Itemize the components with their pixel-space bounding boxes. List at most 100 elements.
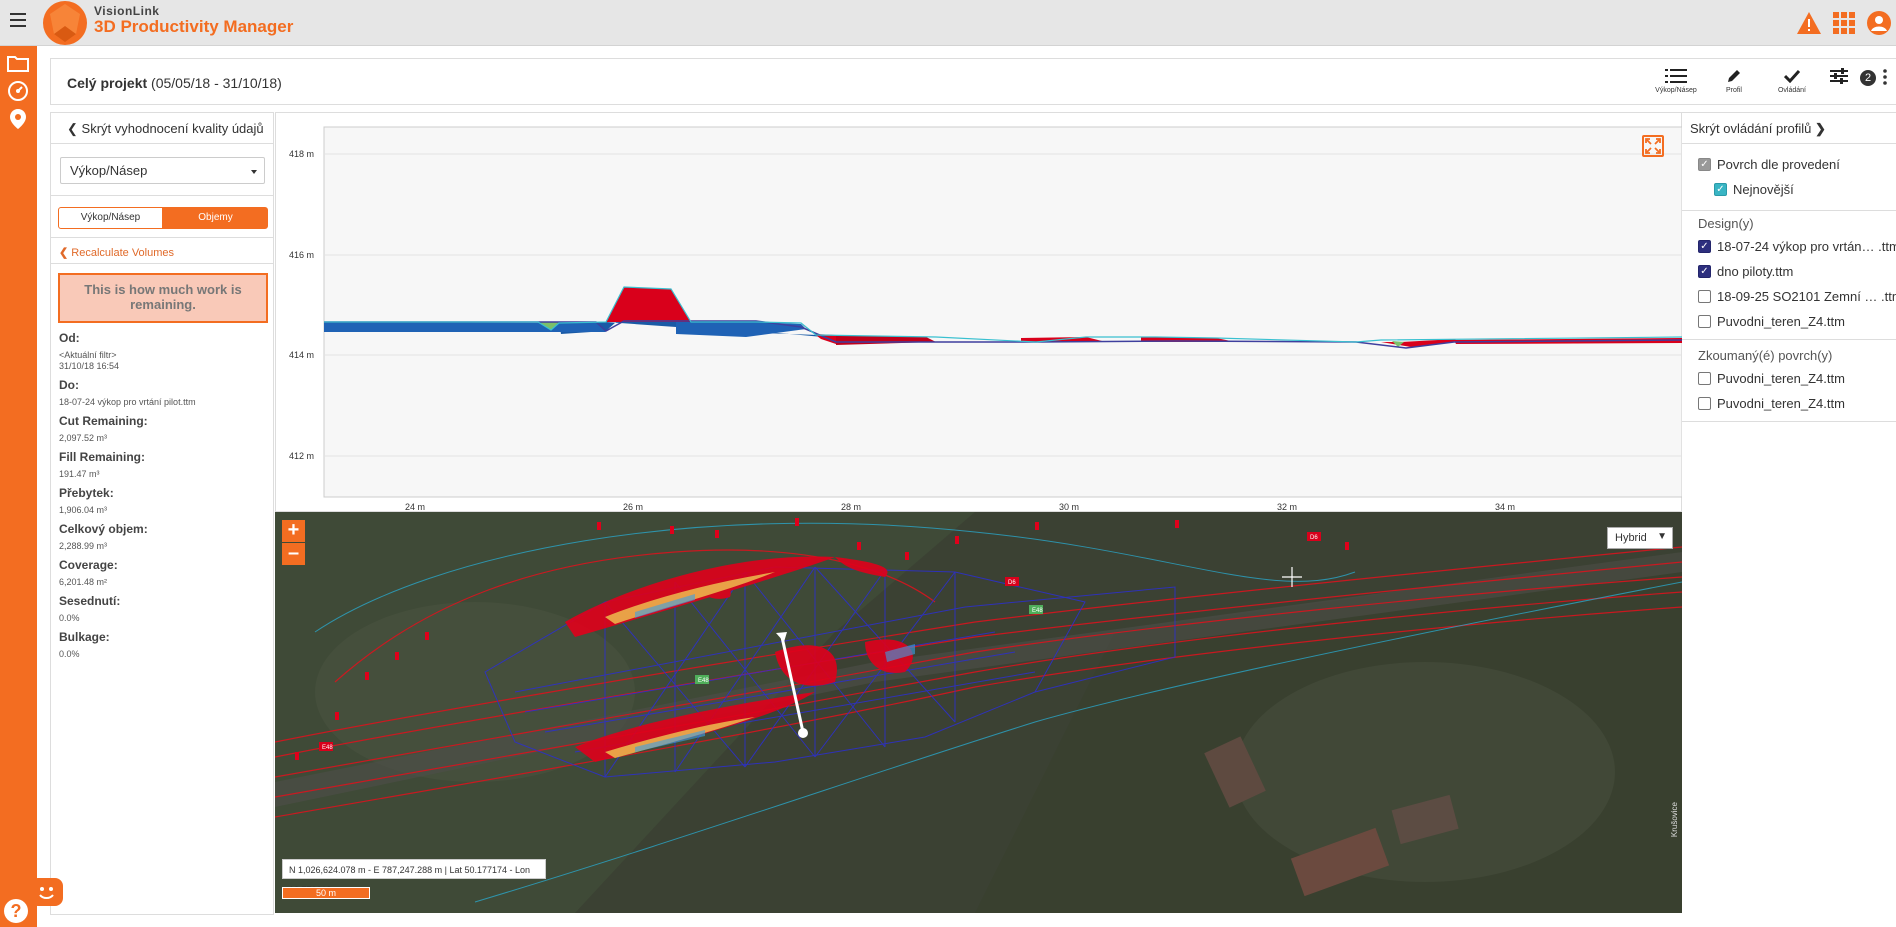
zoom-in-button[interactable]: + (282, 520, 305, 542)
filter-count-badge[interactable]: 2 (1860, 70, 1876, 86)
stat-label-surplus: Přebytek: (59, 486, 114, 500)
stat-value-to: 18-07-24 výkop pro vrtání pilot.ttm (59, 397, 196, 407)
x-tick-label: 32 m (1277, 502, 1297, 512)
user-icon[interactable] (1866, 10, 1892, 36)
cut-region (606, 287, 691, 322)
design-row[interactable]: Puvodni_teren_Z4.ttm (1698, 314, 1845, 329)
stat-label-to: Do: (59, 378, 79, 392)
y-tick-label: 412 m (289, 451, 314, 461)
design-checkbox[interactable] (1698, 315, 1711, 328)
hide-profile-controls-label: Skrýt ovládání profilů (1690, 121, 1812, 136)
design-label: 18-09-25 SO2101 Zemní … .ttm (1717, 289, 1896, 304)
project-header: Celý projekt (05/05/18 - 31/10/18) Výkop… (50, 58, 1896, 105)
profile-start-handle[interactable] (776, 632, 787, 642)
design-checkbox[interactable] (1698, 290, 1711, 303)
volumes-tab[interactable]: Objemy (163, 207, 268, 229)
view-toggle: Výkop/Násep Objemy (58, 207, 268, 229)
stat-value-fill: 191.47 m³ (59, 469, 100, 479)
x-tick-label: 28 m (841, 502, 861, 512)
sliders-icon (1824, 65, 1854, 87)
stat-value-cut: 2,097.52 m³ (59, 433, 108, 443)
more-vertical-icon[interactable] (1882, 69, 1896, 90)
alert-icon[interactable] (1796, 11, 1822, 35)
profile-tool-label: Profil (1726, 87, 1742, 94)
profile-line[interactable] (780, 636, 805, 733)
x-tick-label: 24 m (405, 502, 425, 512)
list-icon (1650, 65, 1702, 87)
road-tag: E48 (1032, 608, 1043, 614)
hide-quality-label: Skrýt vyhodnocení kvality údajů (81, 121, 264, 136)
chevron-left-icon: ❮ (67, 121, 78, 136)
map-canvas: D6 E48 E48 D6 E48 (275, 512, 1682, 913)
pencil-icon (1708, 65, 1760, 87)
hide-profile-controls-button[interactable]: Skrýt ovládání profilů ❯ (1690, 121, 1826, 137)
location-pin-icon[interactable] (4, 106, 32, 132)
brand-top: VisionLink (94, 4, 160, 18)
fill-region (538, 322, 559, 330)
profile-end-handle[interactable] (798, 728, 808, 738)
hide-quality-button[interactable]: ❮ Skrýt vyhodnocení kvality údajů (67, 121, 264, 137)
assistant-chat-button[interactable] (30, 878, 63, 906)
dashboard-icon[interactable] (4, 78, 32, 104)
latest-checkbox-row[interactable]: ✓ Nejnovější (1714, 182, 1794, 197)
surface-checkbox[interactable] (1698, 397, 1711, 410)
design-row[interactable]: ✓ dno piloty.ttm (1698, 264, 1793, 279)
select-value: Výkop/Násep (70, 163, 148, 178)
expand-chart-button[interactable] (1642, 135, 1664, 157)
display-mode-select[interactable]: Výkop/Násep (60, 157, 265, 184)
top-bar: VisionLink 3D Productivity Manager (0, 0, 1896, 46)
map-view[interactable]: D6 E48 E48 D6 E48 + – Hybrid ▼ N 1,026,6… (275, 512, 1682, 913)
x-tick-label: 34 m (1495, 502, 1515, 512)
design-row[interactable]: 18-09-25 SO2101 Zemní … .ttm (1698, 289, 1896, 304)
divider (51, 237, 273, 238)
map-scale-bar: 50 m (282, 887, 370, 899)
stat-value-total: 2,288.99 m³ (59, 541, 108, 551)
divider (51, 143, 273, 144)
divider (1682, 210, 1896, 211)
profile-tool-button[interactable]: Profil (1708, 65, 1760, 94)
as-built-label: Povrch dle provedení (1717, 157, 1840, 172)
stat-label-total: Celkový objem: (59, 522, 148, 536)
design-checkbox[interactable]: ✓ (1698, 265, 1711, 278)
menu-icon[interactable] (10, 13, 26, 27)
latest-checkbox[interactable]: ✓ (1714, 183, 1727, 196)
y-tick-label: 416 m (289, 250, 314, 260)
profile-controls-panel: Skrýt ovládání profilů ❯ ✓ Povrch dle pr… (1682, 112, 1896, 915)
recalculate-volumes-link[interactable]: ❮ Recalculate Volumes (59, 246, 174, 259)
x-tick-label: 30 m (1059, 502, 1079, 512)
profile-chart[interactable]: 418 m 416 m 414 m 412 m 24 m 26 m 28 m 3… (275, 112, 1683, 512)
design-line (324, 320, 1683, 349)
zoom-out-button[interactable]: – (282, 543, 305, 565)
y-tick-label: 414 m (289, 350, 314, 360)
stat-value-from-line1: <Aktuální filtr> (59, 350, 117, 360)
volume-stats: Od: <Aktuální filtr> 31/10/18 16:54 Do: 1… (59, 331, 269, 666)
surface-row[interactable]: Puvodni_teren_Z4.ttm (1698, 371, 1845, 386)
fill-region (676, 322, 806, 337)
expand-icon (1645, 138, 1661, 154)
zoom-controls: + – (282, 520, 305, 566)
design-label: 18-07-24 výkop pro vrtán… .ttm (1717, 239, 1896, 254)
cutfill-tool-button[interactable]: Výkop/Násep (1650, 65, 1702, 94)
map-type-select[interactable]: Hybrid ▼ (1607, 527, 1673, 549)
design-checkbox[interactable]: ✓ (1698, 240, 1711, 253)
caret-down-icon (251, 170, 257, 174)
as-built-checkbox-row[interactable]: ✓ Povrch dle provedení (1698, 157, 1840, 172)
fill-region (1392, 341, 1404, 347)
apps-grid-icon[interactable] (1832, 11, 1856, 35)
controls-tool-button[interactable]: Ovládání (1766, 65, 1818, 94)
design-row[interactable]: ✓ 18-07-24 výkop pro vrtán… .ttm (1698, 239, 1896, 254)
stat-label-bulkage: Bulkage: (59, 630, 110, 644)
as-built-checkbox[interactable]: ✓ (1698, 158, 1711, 171)
divider (1682, 339, 1896, 340)
surface-row[interactable]: Puvodni_teren_Z4.ttm (1698, 396, 1845, 411)
filter-sliders-button[interactable] (1824, 65, 1854, 87)
cutfill-tab[interactable]: Výkop/Násep (58, 207, 163, 229)
surface-checkbox[interactable] (1698, 372, 1711, 385)
folder-icon[interactable] (4, 50, 32, 76)
divider (51, 263, 273, 264)
help-icon[interactable]: ? (4, 899, 28, 923)
y-tick-label: 418 m (289, 149, 314, 159)
road-tag: E48 (698, 678, 709, 684)
stat-label-fill: Fill Remaining: (59, 450, 146, 464)
divider (51, 195, 273, 196)
